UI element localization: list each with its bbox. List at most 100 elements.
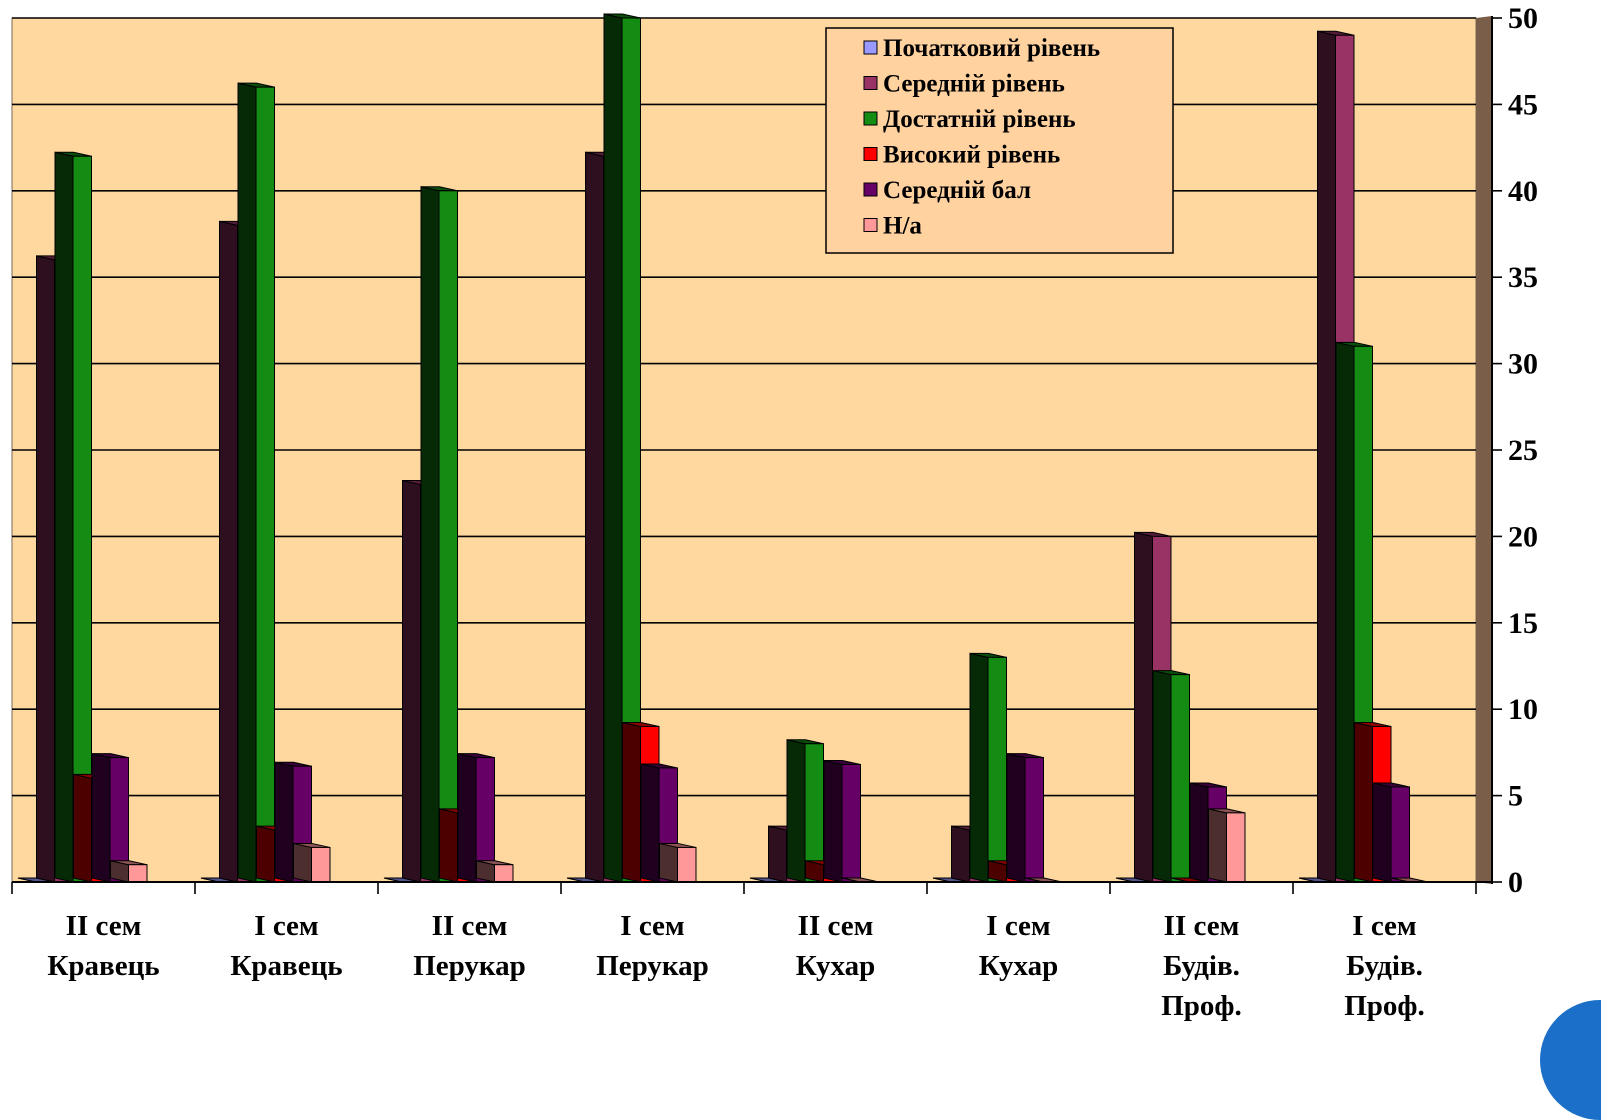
bar-3-1 xyxy=(54,151,92,883)
bar-side xyxy=(786,739,806,883)
bar-5-3 xyxy=(457,752,495,883)
x-category-label: I сем Перукар xyxy=(596,910,709,982)
x-category-label-line: II сем xyxy=(798,910,874,942)
bar-5-6 xyxy=(1006,752,1044,883)
bar-side xyxy=(951,825,970,883)
bar-3-3 xyxy=(420,186,458,883)
bar-side xyxy=(659,842,678,883)
plot-side-wall xyxy=(1476,16,1492,884)
y-tick-label: 15 xyxy=(1508,607,1538,640)
legend-swatch xyxy=(863,76,878,90)
bar-front xyxy=(1390,786,1410,883)
y-tick-label: 5 xyxy=(1508,780,1523,813)
bar-side xyxy=(1006,752,1026,883)
x-category-label-line: Будів. xyxy=(1163,950,1240,982)
x-category-label-line: Перукар xyxy=(596,950,709,982)
bar-side xyxy=(237,82,257,883)
bar-side xyxy=(1134,531,1153,883)
bar-front xyxy=(494,864,514,883)
bar-front xyxy=(438,190,458,883)
x-category-label: II сем Кухар xyxy=(796,910,876,982)
bar-side xyxy=(585,151,604,883)
bar-front xyxy=(987,656,1007,883)
bar-side xyxy=(1372,782,1392,883)
bar-side xyxy=(457,752,477,883)
y-tick-labels: 0 5 10 15 20 25 30 35 40 45 50 xyxy=(1492,2,1538,899)
bar-side xyxy=(1317,30,1336,883)
legend-label: Високий рівень xyxy=(883,142,1060,169)
legend-item: Н/а xyxy=(863,213,922,240)
bar-5-8 xyxy=(1372,782,1410,883)
y-tick-label: 0 xyxy=(1508,866,1523,899)
legend-label: Достатній рівень xyxy=(883,106,1076,133)
x-category-label: I сем Кухар xyxy=(979,910,1059,982)
bar-5-5 xyxy=(823,759,861,883)
x-category-label-line: Будів. xyxy=(1346,950,1423,982)
bar-side xyxy=(640,763,660,883)
bar-6-7 xyxy=(1208,808,1246,883)
y-tick-label: 10 xyxy=(1508,693,1538,726)
legend-box xyxy=(825,27,1174,254)
bar-3-2 xyxy=(237,82,275,883)
legend-swatch xyxy=(863,147,878,161)
bar-side xyxy=(36,255,55,883)
y-tick-label: 40 xyxy=(1508,175,1538,208)
x-category-label-line: II сем xyxy=(1164,910,1240,942)
legend-item: Початковий рівень xyxy=(863,35,1100,62)
x-category-label-line: Кравець xyxy=(47,950,159,982)
bar-side xyxy=(73,773,92,883)
bar-side xyxy=(219,220,238,883)
x-category-label: II сем Будів. Проф. xyxy=(1161,910,1242,1022)
bar-front xyxy=(1226,812,1246,883)
x-category-label: I сем Будів. Проф. xyxy=(1344,910,1425,1022)
y-tick-label: 30 xyxy=(1508,348,1538,381)
x-category-label-line: I сем xyxy=(620,910,684,942)
bar-side xyxy=(1152,670,1172,883)
bar-side xyxy=(1354,721,1373,883)
x-category-label-line: Перукар xyxy=(413,950,526,982)
bar-3-5 xyxy=(786,739,824,883)
bar-6-4 xyxy=(659,842,697,883)
x-category-label: II сем Перукар xyxy=(413,910,526,982)
x-category-label-line: Проф. xyxy=(1161,990,1242,1022)
bar-side xyxy=(256,825,275,883)
bar-side xyxy=(1335,341,1355,883)
bar-front xyxy=(1170,674,1190,883)
y-tick-label: 45 xyxy=(1508,88,1538,121)
legend: Початковий рівень Середній рівень Достатні… xyxy=(825,27,1174,254)
x-category-label-line: I сем xyxy=(1352,910,1416,942)
y-tick-label: 35 xyxy=(1508,261,1538,294)
bar-side xyxy=(439,808,458,883)
bar-side xyxy=(293,842,312,883)
y-tick-label: 20 xyxy=(1508,520,1538,553)
legend-label: Середній рівень xyxy=(883,71,1065,98)
bar-front xyxy=(72,155,92,883)
bar-side xyxy=(420,186,440,883)
bar-side xyxy=(768,825,787,883)
x-category-label: II сем Кравець xyxy=(47,910,159,982)
legend-item: Середній рівень xyxy=(863,71,1065,98)
legend-swatch xyxy=(863,40,878,55)
bar-side xyxy=(823,759,843,883)
bar-3-4 xyxy=(603,13,641,883)
x-category-label-line: II сем xyxy=(432,910,508,942)
bar-front xyxy=(677,846,697,883)
x-category-label-line: Кухар xyxy=(979,950,1059,982)
x-category-label-line: Проф. xyxy=(1344,990,1425,1022)
x-category-label-line: I сем xyxy=(254,910,318,942)
bar-side xyxy=(622,721,641,883)
legend-item: Достатній рівень xyxy=(863,106,1076,133)
bar-side xyxy=(1208,808,1227,883)
x-category-label: I сем Кравець xyxy=(230,910,342,982)
bar-6-1 xyxy=(110,860,148,883)
bar-3-6 xyxy=(969,652,1007,883)
bar-front xyxy=(128,864,148,883)
bar-side xyxy=(54,151,74,883)
bars xyxy=(17,13,1429,883)
x-category-label-line: Кухар xyxy=(796,950,876,982)
legend-label: Початковий рівень xyxy=(883,35,1100,62)
bar-front xyxy=(1024,757,1044,883)
bar-side xyxy=(402,479,421,883)
legend-label: Середній бал xyxy=(883,177,1031,204)
